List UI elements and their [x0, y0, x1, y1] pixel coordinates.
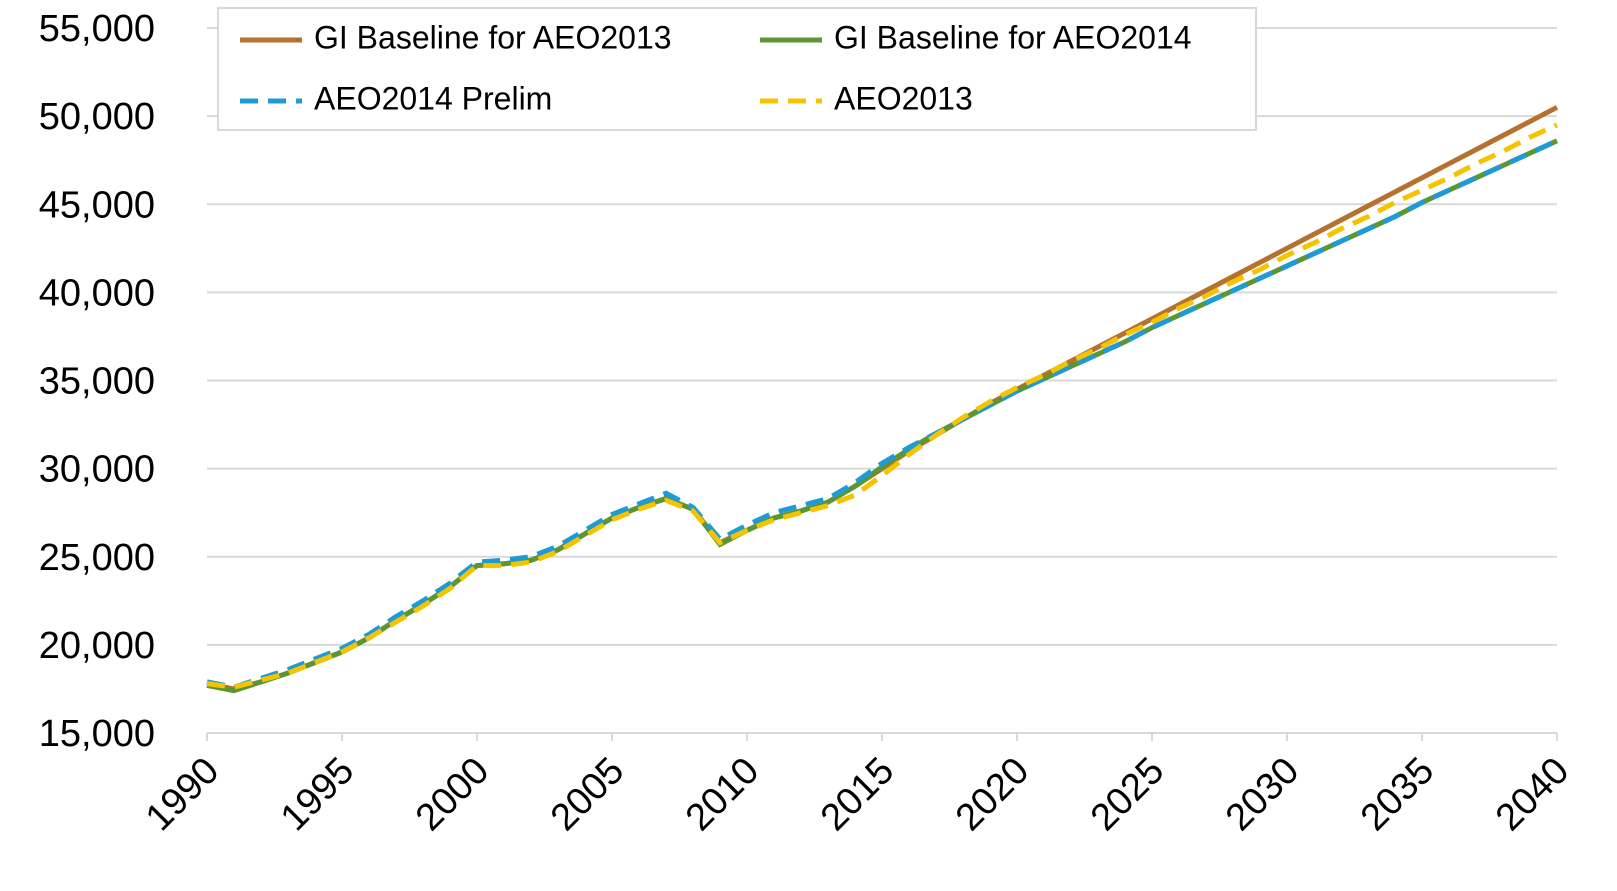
y-tick-label: 25,000: [39, 537, 155, 579]
x-tick-label: 2035: [1353, 750, 1442, 839]
x-tick-label: 2000: [408, 750, 497, 839]
y-tick-label: 15,000: [39, 713, 155, 755]
legend-label: GI Baseline for AEO2014: [834, 19, 1192, 55]
x-tick-label: 2015: [813, 750, 902, 839]
series-line: [206, 105, 1559, 692]
series-line: [206, 138, 1559, 690]
y-tick-label: 30,000: [39, 449, 155, 491]
y-tick-label: 35,000: [39, 361, 155, 403]
x-tick-label: 2030: [1218, 750, 1307, 839]
x-tick-label: 1995: [273, 750, 362, 839]
y-tick-label: 45,000: [39, 184, 155, 226]
legend-box: [217, 7, 1257, 131]
y-tick-label: 50,000: [39, 96, 155, 138]
x-tick-label: 1990: [138, 750, 227, 839]
series-line: [206, 122, 1559, 690]
x-tick-label: 2005: [543, 750, 632, 839]
series-line: [206, 138, 1559, 694]
legend-label: AEO2013: [834, 80, 973, 116]
y-tick-label: 40,000: [39, 272, 155, 314]
y-tick-label: 55,000: [39, 8, 155, 50]
x-tick-label: 2025: [1083, 750, 1172, 839]
x-tick-label: 2020: [948, 750, 1037, 839]
legend-label: AEO2014 Prelim: [314, 80, 552, 116]
x-tick-label: 2040: [1488, 750, 1577, 839]
legend-label: GI Baseline for AEO2013: [314, 19, 672, 55]
y-tick-label: 20,000: [39, 625, 155, 667]
x-tick-label: 2010: [678, 750, 767, 839]
